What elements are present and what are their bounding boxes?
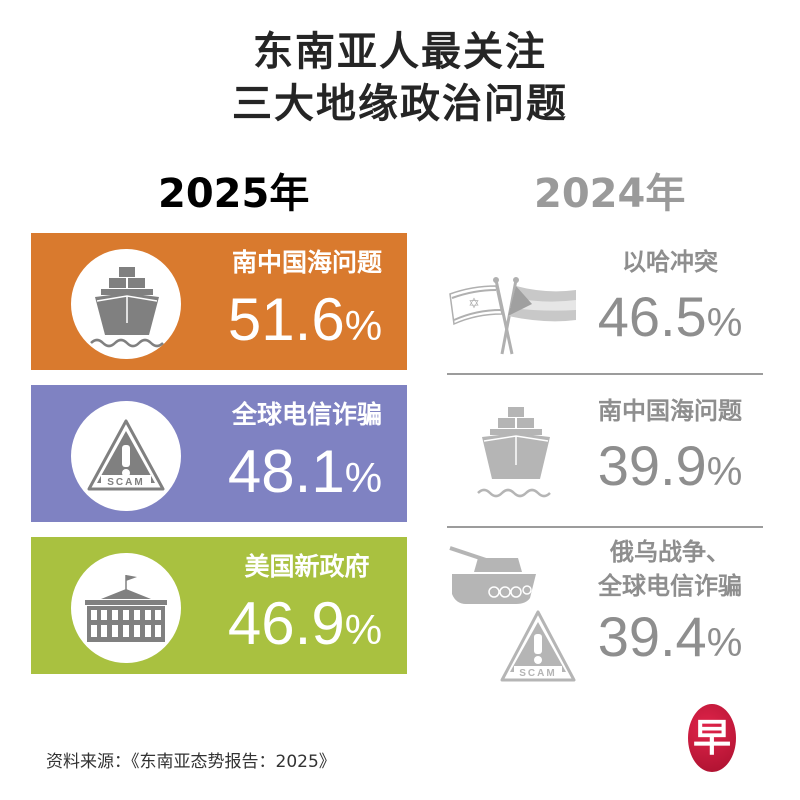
percent-sign: % [706,621,743,665]
scam-warning-icon: SCAM [87,419,165,491]
ship-icon [477,407,551,498]
card-2025-us-new-government: 美国新政府 46.9% [31,537,407,674]
title-line-2: 三大地缘政治问题 [232,81,568,127]
svg-text:SCAM: SCAM [519,668,556,679]
issue-label: 以哈冲突 [622,248,718,276]
tank-icon [449,546,536,604]
icon-circle [71,249,181,359]
percentage-value: 48.1 [227,438,345,505]
percentage-value: 39.4 [597,605,707,668]
scam-warning-icon: SCAM [500,610,576,682]
issue-label: 全球电信诈骗 [231,400,382,429]
issue-percentage: 39.4% [570,602,770,678]
percentage-value: 51.6 [227,286,345,353]
page-title: 东南亚人最关注 三大地缘政治问题 [0,26,800,130]
percentage-value: 46.9 [227,590,345,657]
card-2025-south-china-sea: 南中国海问题 51.6% [31,233,407,370]
issue-percentage: 46.5% [570,282,770,358]
zaobao-logo: 早 [688,704,736,772]
issue-percentage: 46.9% [203,587,407,667]
year-heading-2025: 2025年 [158,171,310,217]
crossed-flags-icon: ✡ [449,277,576,355]
divider [447,526,763,528]
percentage-value: 46.5 [597,285,707,348]
issue-percentage: 39.9% [570,431,770,507]
svg-text:✡: ✡ [468,296,480,312]
percent-sign: % [706,450,743,494]
issue-percentage: 48.1% [203,435,407,515]
issue-label-line-2: 全球电信诈骗 [598,572,742,600]
item-2024-israel-hamas: ✡ 以哈冲突 46.5% [440,238,764,368]
white-house-icon [85,575,167,642]
percent-sign: % [344,606,383,653]
issue-percentage: 51.6% [203,283,407,363]
divider [447,373,763,375]
item-2024-russia-ukraine-telecom-fraud: SCAM 俄乌战争、 全球电信诈骗 39.4% [440,536,764,686]
percent-sign: % [706,301,743,345]
card-2025-telecom-fraud: SCAM 全球电信诈骗 48.1% [31,385,407,522]
issue-label: 南中国海问题 [598,397,742,425]
issue-label-line-1: 俄乌战争、 [610,538,730,566]
icon-circle: SCAM [71,401,181,511]
ship-icon [90,267,164,348]
svg-text:SCAM: SCAM [107,477,144,488]
icon-circle [71,553,181,663]
title-line-1: 东南亚人最关注 [253,29,547,75]
source-note: 资料来源：《东南亚态势报告：2025》 [46,752,336,772]
percentage-value: 39.9 [597,434,707,497]
issue-label: 美国新政府 [244,552,370,581]
percent-sign: % [344,454,383,501]
year-heading-2024: 2024年 [534,171,686,217]
item-2024-south-china-sea: 南中国海问题 39.9% [440,385,764,525]
percent-sign: % [344,302,383,349]
issue-label: 南中国海问题 [231,248,382,277]
